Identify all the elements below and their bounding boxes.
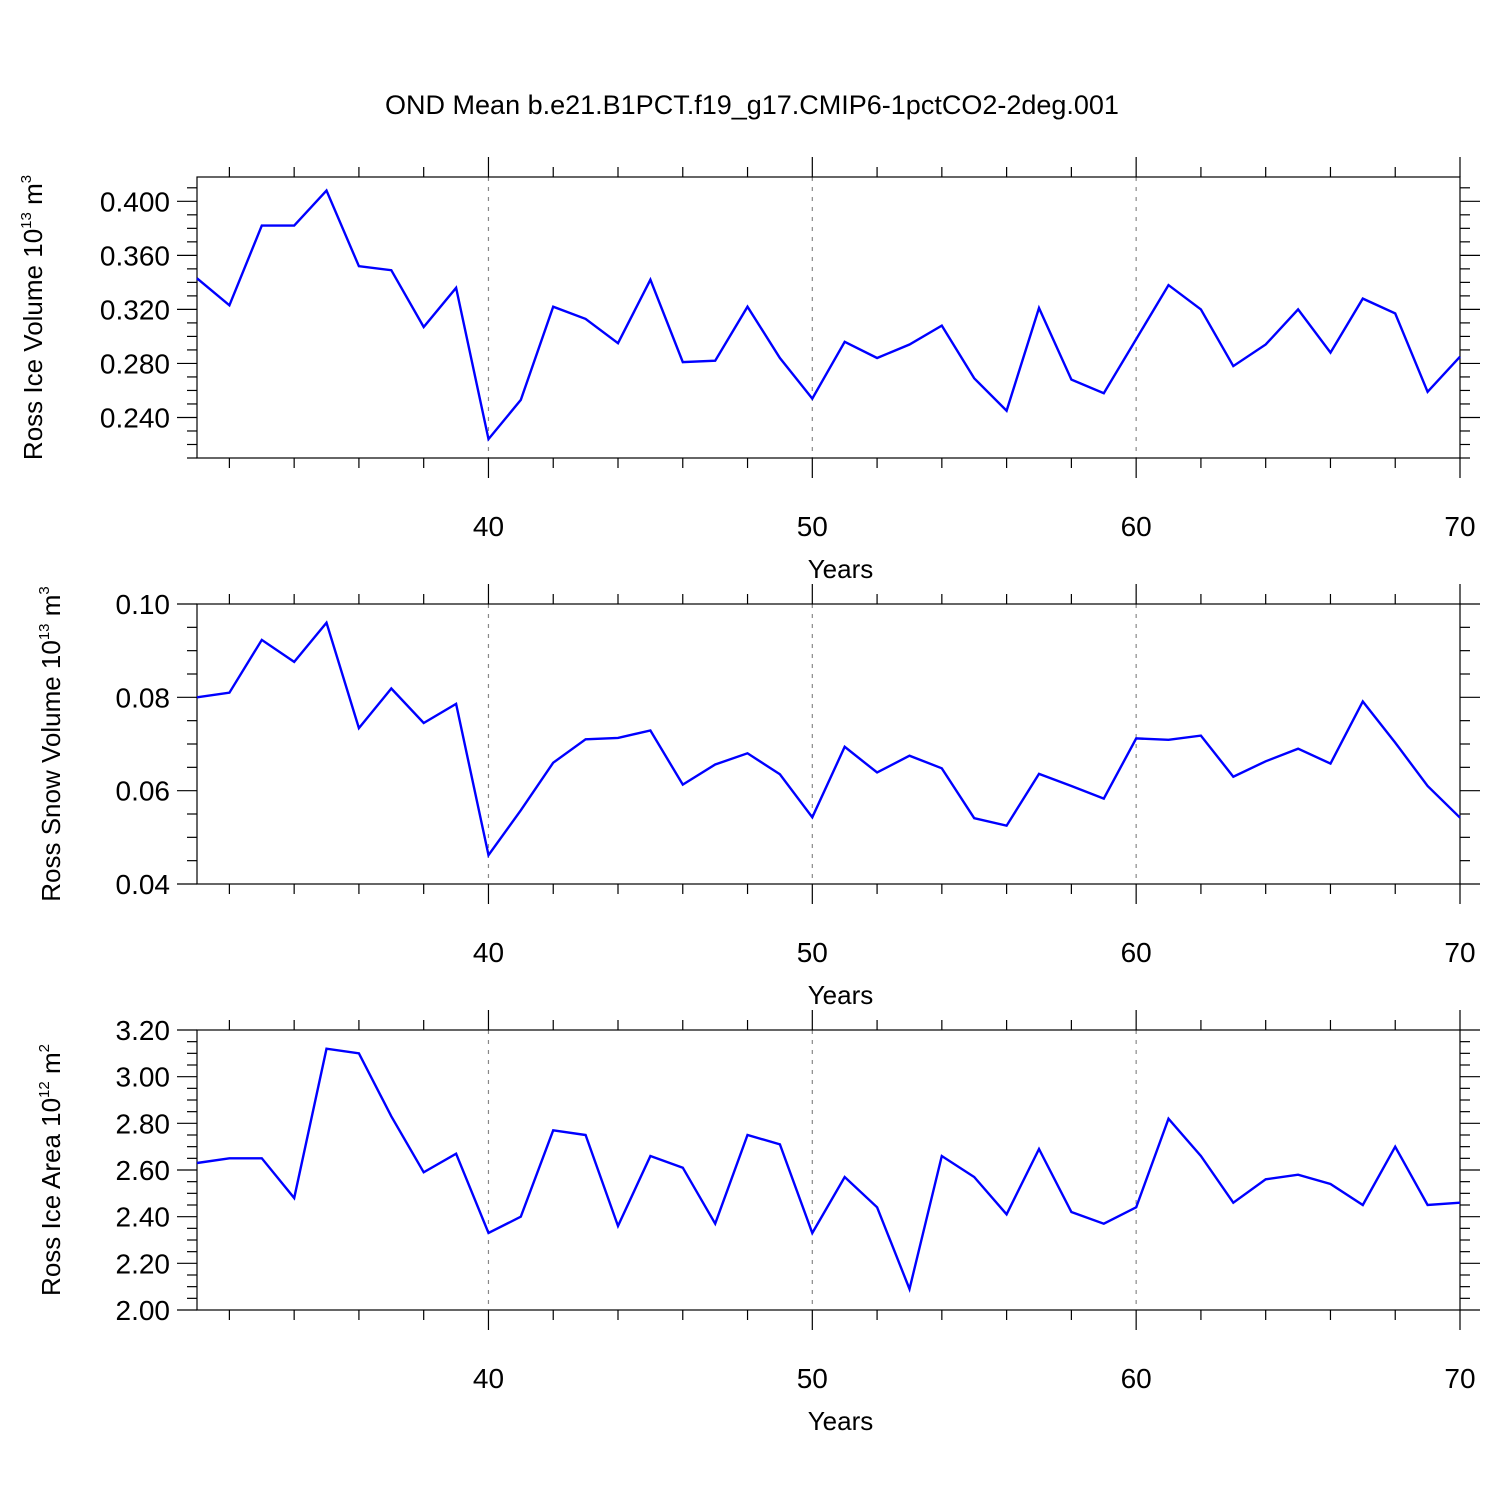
x-tick-label: 60 xyxy=(1121,511,1152,542)
y-tick-label: 0.04 xyxy=(116,869,171,900)
x-tick-label: 70 xyxy=(1444,511,1475,542)
y-tick-label: 0.360 xyxy=(100,240,170,271)
y-tick-label: 0.280 xyxy=(100,348,170,379)
x-axis-title: Years xyxy=(808,1406,874,1436)
panel-3: 40 50 60 70 2.00 2.20 2.40 2.60 2.80 3.00 3.20 Year… xyxy=(36,1010,1480,1436)
panel-1: 40 50 60 70 0.240 0.280 0.320 0.360 0.400 Years Ro… xyxy=(18,157,1480,584)
y-tick-label: 2.20 xyxy=(116,1248,171,1279)
x-tick-label: 40 xyxy=(473,937,504,968)
x-axis-title: Years xyxy=(808,554,874,584)
x-tick-label: 60 xyxy=(1121,937,1152,968)
x-tick-label: 60 xyxy=(1121,1363,1152,1394)
y-tick-label: 0.08 xyxy=(116,682,171,713)
y-tick-label: 2.00 xyxy=(116,1295,171,1326)
y-tick-label: 2.60 xyxy=(116,1155,171,1186)
y-tick-label: 3.20 xyxy=(116,1015,171,1046)
chart-title: OND Mean b.e21.B1PCT.f19_g17.CMIP6-1pctC… xyxy=(385,90,1119,120)
x-tick-label: 70 xyxy=(1444,1363,1475,1394)
x-axis-title: Years xyxy=(808,980,874,1010)
series-line xyxy=(196,188,1461,442)
plot-frame xyxy=(196,176,1461,459)
y-axis-title: Ross Ice Volume 1013 m3 xyxy=(18,175,48,460)
y-tick-label: 0.06 xyxy=(116,776,171,807)
y-tick-label: 0.400 xyxy=(100,186,170,217)
x-tick-label: 50 xyxy=(797,1363,828,1394)
y-tick-label: 0.10 xyxy=(116,589,171,620)
x-tick-label: 70 xyxy=(1444,937,1475,968)
series-line xyxy=(196,1047,1461,1293)
y-tick-label: 0.320 xyxy=(100,294,170,325)
y-tick-label: 2.40 xyxy=(116,1202,171,1233)
y-axis-title: Ross Snow Volume 1013 m3 xyxy=(36,586,66,902)
panels: 40 50 60 70 0.240 0.280 0.320 0.360 0.400 Years Ro… xyxy=(18,157,1480,1436)
y-tick-label: 2.80 xyxy=(116,1108,171,1139)
plot-frame xyxy=(196,1029,1461,1311)
y-tick-label: 3.00 xyxy=(116,1062,171,1093)
series-line xyxy=(196,620,1461,858)
x-tick-label: 50 xyxy=(797,511,828,542)
plot-frame xyxy=(196,603,1461,885)
panel-2: 40 50 60 70 0.04 0.06 0.08 0.10 Years Ross Snow V… xyxy=(36,584,1480,1010)
x-tick-label: 40 xyxy=(473,511,504,542)
x-tick-label: 50 xyxy=(797,937,828,968)
x-tick-label: 40 xyxy=(473,1363,504,1394)
y-tick-label: 0.240 xyxy=(100,402,170,433)
y-axis-title: Ross Ice Area 1012 m2 xyxy=(36,1044,66,1296)
